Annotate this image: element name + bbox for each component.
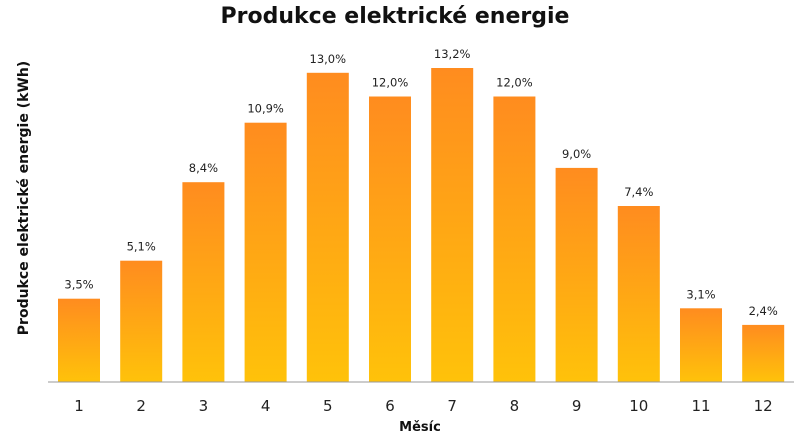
bar-month-9 <box>555 167 598 382</box>
bar-month-12 <box>742 324 785 382</box>
value-label-month-7: 13,2% <box>434 47 471 61</box>
value-label-month-1: 3,5% <box>64 278 93 292</box>
x-tick-label-11: 11 <box>691 397 710 415</box>
bar-month-6 <box>369 96 411 382</box>
bar-month-11 <box>680 308 722 382</box>
x-tick-label-8: 8 <box>510 397 520 415</box>
x-tick-label-10: 10 <box>629 397 648 415</box>
bar-month-8 <box>493 96 536 382</box>
x-tick-label-4: 4 <box>261 397 271 415</box>
x-tick-label-2: 2 <box>136 397 146 415</box>
bars-group <box>58 68 785 383</box>
value-label-month-8: 12,0% <box>496 76 533 90</box>
x-tick-label-9: 9 <box>572 397 582 415</box>
x-tick-label-7: 7 <box>447 397 457 415</box>
value-label-month-10: 7,4% <box>624 185 653 199</box>
x-tick-label-6: 6 <box>385 397 395 415</box>
bar-month-1 <box>58 298 100 382</box>
value-label-month-2: 5,1% <box>127 240 156 254</box>
value-label-month-12: 2,4% <box>749 304 778 318</box>
x-tick-labels-group: 1 2 3 4 5 6 7 8 9 10 11 12 <box>74 397 773 415</box>
chart-title: Produkce elektrické energie <box>220 4 570 29</box>
value-label-month-3: 8,4% <box>189 161 218 175</box>
bar-month-10 <box>617 206 660 382</box>
value-label-month-5: 13,0% <box>310 52 347 66</box>
value-label-month-4: 10,9% <box>247 102 284 116</box>
bar-month-2 <box>120 260 163 382</box>
x-tick-label-1: 1 <box>74 397 84 415</box>
value-label-month-11: 3,1% <box>686 287 715 301</box>
x-tick-label-3: 3 <box>199 397 209 415</box>
bar-month-4 <box>244 122 287 382</box>
value-labels-group: 3,5% 5,1% 8,4% 10,9% 13,0% 12,0% 13,2% 12,0% 9,0… <box>64 47 777 318</box>
value-label-month-6: 12,0% <box>372 76 409 90</box>
x-axis-label: Měsíc <box>399 420 441 435</box>
bar-month-5 <box>306 72 349 383</box>
x-tick-label-12: 12 <box>754 397 773 415</box>
value-label-month-9: 9,0% <box>562 147 591 161</box>
bar-month-7 <box>431 68 474 382</box>
x-tick-label-5: 5 <box>323 397 333 415</box>
bar-month-3 <box>182 182 225 382</box>
